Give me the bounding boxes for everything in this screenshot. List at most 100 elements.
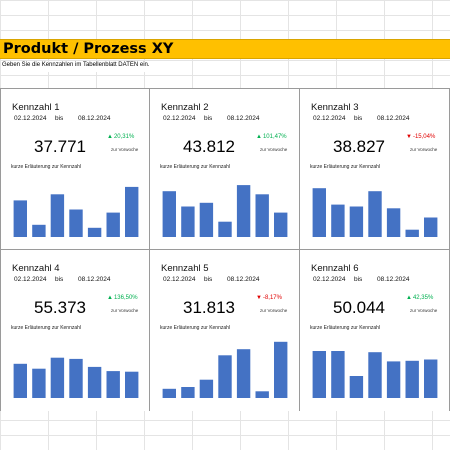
kpi-value: 50.044 bbox=[333, 298, 385, 317]
chart-bar bbox=[405, 229, 419, 237]
kpi-note: kurze Erläuterung zur Kennzahl bbox=[160, 164, 231, 170]
kpi-bar-chart bbox=[312, 351, 438, 398]
chart-bar bbox=[349, 376, 364, 398]
compare-label: zur Vorwoche bbox=[410, 147, 438, 152]
chart-bar bbox=[162, 388, 176, 398]
kpi-title: Kennzahl 3 bbox=[311, 102, 359, 113]
kpi-note: kurze Erläuterung zur Kennzahl bbox=[11, 164, 82, 170]
date-to: 08.12.2024 bbox=[377, 115, 410, 122]
kpi-title: Kennzahl 5 bbox=[161, 263, 209, 274]
chart-bar bbox=[199, 379, 214, 398]
chart-bar bbox=[386, 208, 401, 237]
chart-bar bbox=[69, 209, 83, 237]
chart-bar bbox=[274, 212, 288, 237]
kpi-bar-chart bbox=[13, 357, 139, 398]
compare-label: zur Vorwoche bbox=[111, 308, 139, 313]
chart-bar bbox=[349, 206, 364, 237]
kpi-card[interactable]: Kennzahl 5 02.12.2024 bis 08.12.2024 31.… bbox=[150, 250, 300, 411]
trend-indicator: ▼-15,04% bbox=[406, 134, 435, 140]
kpi-value: 31.813 bbox=[183, 298, 235, 317]
chart-bar bbox=[255, 391, 269, 398]
date-separator: bis bbox=[204, 276, 213, 283]
date-from: 02.12.2024 bbox=[313, 115, 346, 122]
date-from: 02.12.2024 bbox=[313, 276, 346, 283]
triangle-up-icon: ▲ bbox=[406, 295, 412, 301]
kpi-bar-chart bbox=[162, 185, 288, 237]
triangle-up-icon: ▲ bbox=[107, 134, 113, 140]
date-to: 08.12.2024 bbox=[377, 276, 410, 283]
chart-bar bbox=[50, 357, 65, 398]
chart-bar bbox=[236, 185, 251, 237]
chart-bar bbox=[424, 359, 438, 398]
kpi-title: Kennzahl 2 bbox=[161, 102, 209, 113]
kpi-title: Kennzahl 1 bbox=[12, 102, 60, 113]
date-from: 02.12.2024 bbox=[14, 115, 47, 122]
chart-bar bbox=[106, 212, 120, 237]
compare-label: zur Vorwoche bbox=[260, 147, 288, 152]
kpi-title: Kennzahl 6 bbox=[311, 263, 359, 274]
chart-bar bbox=[13, 363, 27, 398]
date-from: 02.12.2024 bbox=[14, 276, 47, 283]
kpi-title: Kennzahl 4 bbox=[12, 263, 60, 274]
trend-percent: 136,50% bbox=[113, 295, 138, 301]
date-separator: bis bbox=[204, 115, 213, 122]
kpi-card[interactable]: Kennzahl 4 02.12.2024 bis 08.12.2024 55.… bbox=[0, 250, 150, 411]
kpi-card[interactable]: Kennzahl 6 02.12.2024 bis 08.12.2024 50.… bbox=[300, 250, 450, 411]
chart-bar bbox=[274, 341, 288, 398]
kpi-note: kurze Erläuterung zur Kennzahl bbox=[310, 164, 381, 170]
chart-bar bbox=[368, 352, 382, 398]
triangle-up-icon: ▲ bbox=[107, 295, 113, 301]
chart-bar bbox=[312, 351, 326, 398]
date-to: 08.12.2024 bbox=[227, 115, 260, 122]
chart-bar bbox=[181, 206, 195, 237]
trend-indicator: ▲42,35% bbox=[406, 295, 433, 301]
kpi-bar-chart bbox=[13, 186, 139, 237]
triangle-down-icon: ▼ bbox=[406, 134, 412, 140]
chart-bar bbox=[87, 227, 102, 237]
chart-bar bbox=[236, 349, 251, 398]
kpi-value: 38.827 bbox=[333, 137, 385, 156]
chart-bar bbox=[69, 358, 83, 398]
kpi-note: kurze Erläuterung zur Kennzahl bbox=[160, 325, 231, 331]
date-to: 08.12.2024 bbox=[78, 276, 111, 283]
chart-bar bbox=[405, 360, 419, 398]
kpi-card[interactable]: Kennzahl 2 02.12.2024 bis 08.12.2024 43.… bbox=[150, 89, 300, 250]
date-from: 02.12.2024 bbox=[163, 115, 196, 122]
kpi-value: 55.373 bbox=[34, 298, 86, 317]
trend-percent: 42,35% bbox=[412, 295, 434, 301]
chart-bar bbox=[13, 200, 27, 237]
trend-indicator: ▲101,47% bbox=[256, 134, 287, 140]
kpi-card[interactable]: Kennzahl 1 02.12.2024 bis 08.12.2024 37.… bbox=[0, 89, 150, 250]
chart-bar bbox=[312, 188, 326, 237]
date-separator: bis bbox=[55, 115, 64, 122]
kpi-value: 37.771 bbox=[34, 137, 86, 156]
date-separator: bis bbox=[55, 276, 64, 283]
trend-indicator: ▼-8,17% bbox=[256, 295, 282, 301]
compare-label: zur Vorwoche bbox=[410, 308, 438, 313]
kpi-note: kurze Erläuterung zur Kennzahl bbox=[11, 325, 82, 331]
date-separator: bis bbox=[354, 276, 363, 283]
instruction-text: Geben Sie die Kennzahlen im Tabellenblat… bbox=[2, 62, 154, 72]
chart-bar bbox=[106, 371, 120, 398]
triangle-down-icon: ▼ bbox=[256, 295, 262, 301]
chart-bar bbox=[162, 191, 176, 237]
chart-bar bbox=[125, 186, 139, 237]
chart-bar bbox=[199, 202, 214, 237]
kpi-bar-chart bbox=[312, 188, 438, 237]
date-to: 08.12.2024 bbox=[227, 276, 260, 283]
compare-label: zur Vorwoche bbox=[260, 308, 288, 313]
compare-label: zur Vorwoche bbox=[111, 147, 139, 152]
header-bar: Produkt / Prozess XY bbox=[0, 39, 450, 59]
kpi-value: 43.812 bbox=[183, 137, 235, 156]
chart-bar bbox=[125, 371, 139, 398]
chart-bar bbox=[368, 191, 382, 237]
chart-bar bbox=[87, 366, 102, 398]
trend-percent: 20,31% bbox=[113, 134, 135, 140]
chart-bar bbox=[424, 217, 438, 237]
kpi-card[interactable]: Kennzahl 3 02.12.2024 bis 08.12.2024 38.… bbox=[300, 89, 450, 250]
date-from: 02.12.2024 bbox=[163, 276, 196, 283]
chart-bar bbox=[32, 224, 46, 237]
page-title: Produkt / Prozess XY bbox=[3, 41, 174, 57]
chart-bar bbox=[32, 368, 46, 398]
